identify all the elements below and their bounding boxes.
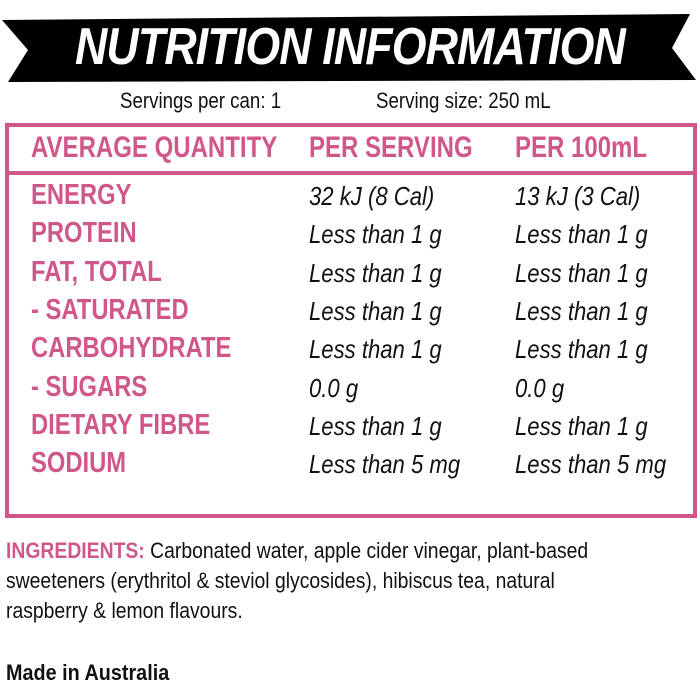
header-average-quantity: AVERAGE QUANTITY — [31, 131, 278, 164]
table-row: - SATURATED Less than 1 g Less than 1 g — [9, 294, 693, 332]
nutrient-label: FAT, TOTAL — [31, 255, 162, 288]
header-divider — [9, 171, 693, 175]
title-banner: NUTRITION INFORMATION — [0, 12, 700, 82]
servings-per-can: Servings per can: 1 — [120, 88, 282, 113]
per-100ml-value: Less than 1 g — [515, 295, 648, 326]
per-100ml-value: Less than 1 g — [515, 410, 648, 441]
header-per-serving: PER SERVING — [309, 131, 473, 164]
per-100ml-value: Less than 1 g — [515, 334, 648, 365]
ingredients-label: INGREDIENTS: — [6, 538, 145, 563]
nutrient-label: - SUGARS — [31, 370, 148, 403]
table-row: CARBOHYDRATE Less than 1 g Less than 1 g — [9, 332, 693, 370]
per-serving-value: 0.0 g — [309, 372, 359, 403]
table-row: - SUGARS 0.0 g 0.0 g — [9, 371, 693, 409]
per-100ml-value: 0.0 g — [515, 372, 565, 403]
nutrient-label: PROTEIN — [31, 217, 137, 250]
nutrient-label: DIETARY FIBRE — [31, 408, 211, 441]
ribbon-shape — [2, 14, 696, 82]
ingredients-text: Carbonated water, apple cider vinegar, p… — [6, 538, 589, 623]
table-row: DIETARY FIBRE Less than 1 g Less than 1 g — [9, 409, 693, 447]
per-serving-value: 32 kJ (8 Cal) — [309, 181, 435, 211]
per-serving-value: Less than 1 g — [309, 295, 442, 326]
origin: Made in Australia — [6, 660, 170, 685]
page-title: NUTRITION INFORMATION — [75, 18, 626, 76]
per-serving-value: Less than 5 mg — [309, 449, 461, 480]
per-100ml-value: Less than 5 mg — [515, 449, 667, 480]
nutrient-label: ENERGY — [31, 179, 132, 211]
nutrition-table: AVERAGE QUANTITY PER SERVING PER 100mL E… — [5, 123, 697, 518]
per-serving-value: Less than 1 g — [309, 257, 442, 288]
ingredients: INGREDIENTS: Carbonated water, apple cid… — [6, 536, 640, 626]
nutrient-label: SODIUM — [31, 447, 127, 480]
nutrient-label: - SATURATED — [31, 293, 189, 326]
table-row: PROTEIN Less than 1 g Less than 1 g — [9, 217, 693, 255]
header-per-100ml: PER 100mL — [515, 131, 648, 164]
nutrient-label: CARBOHYDRATE — [31, 332, 232, 365]
table-row: ENERGY 32 kJ (8 Cal) 13 kJ (3 Cal) — [9, 179, 693, 217]
serving-size: Serving size: 250 mL — [376, 88, 551, 113]
per-100ml-value: 13 kJ (3 Cal) — [515, 181, 641, 211]
per-100ml-value: Less than 1 g — [515, 219, 648, 250]
per-serving-value: Less than 1 g — [309, 410, 442, 441]
table-row: SODIUM Less than 5 mg Less than 5 mg — [9, 447, 693, 485]
per-100ml-value: Less than 1 g — [515, 257, 648, 288]
table-row: FAT, TOTAL Less than 1 g Less than 1 g — [9, 256, 693, 294]
per-serving-value: Less than 1 g — [309, 334, 442, 365]
per-serving-value: Less than 1 g — [309, 219, 442, 250]
